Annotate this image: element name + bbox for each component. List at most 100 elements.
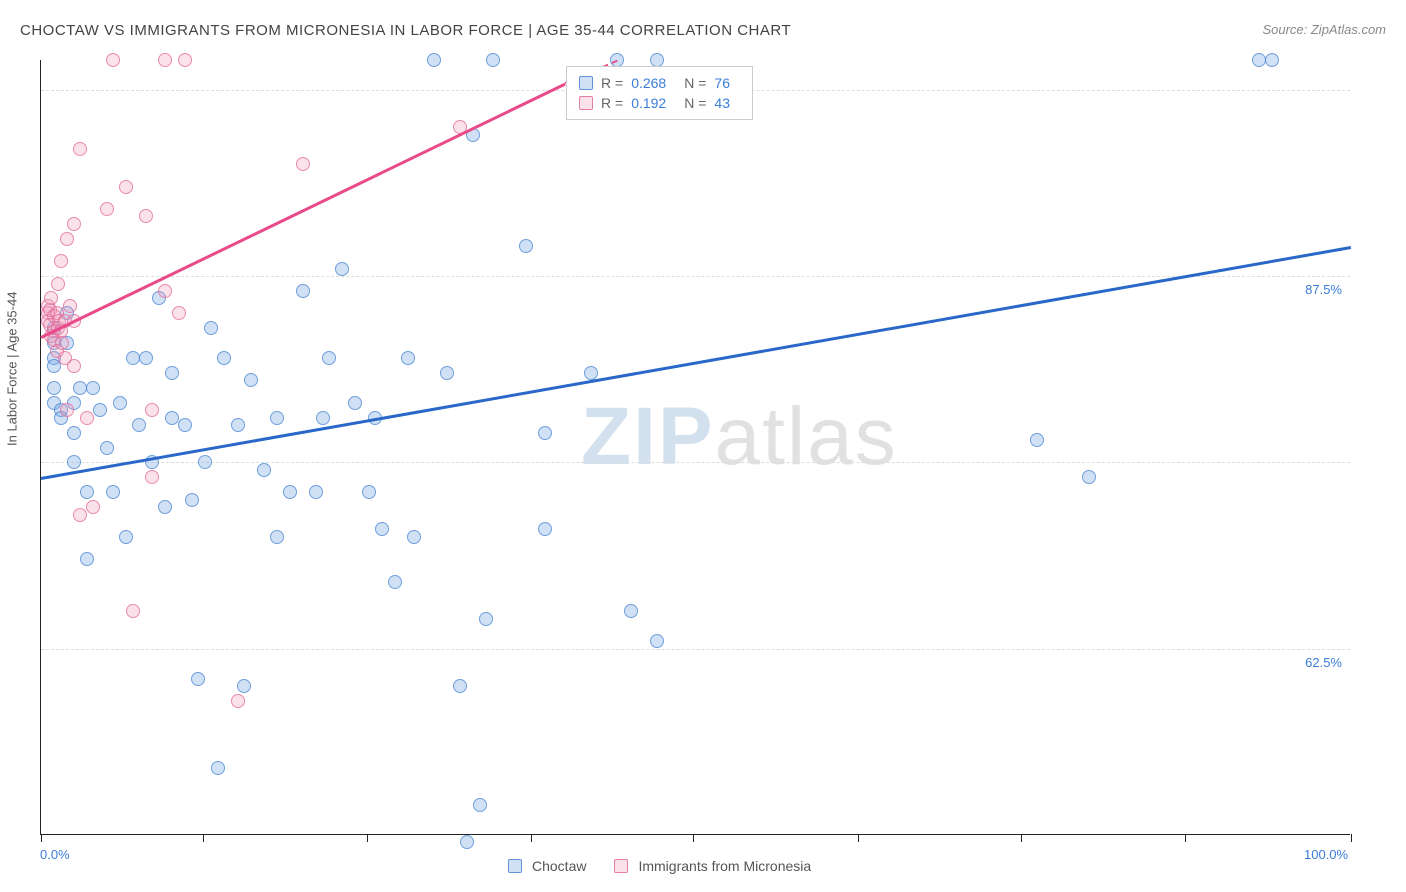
legend-r-label: R =: [601, 75, 623, 91]
data-point: [362, 485, 376, 499]
data-point: [650, 53, 664, 67]
plot-area: ZIPatlas 62.5% 87.5%: [40, 60, 1350, 835]
data-point: [80, 411, 94, 425]
data-point: [460, 835, 474, 849]
y-tick-label: 87.5%: [1305, 282, 1342, 297]
legend-row: R =0.268N =76: [579, 73, 740, 93]
data-point: [479, 612, 493, 626]
x-tick: [693, 834, 694, 842]
series-legend: Choctaw Immigrants from Micronesia: [508, 858, 829, 874]
data-point: [211, 761, 225, 775]
x-tick: [531, 834, 532, 842]
data-point: [113, 396, 127, 410]
data-point: [1252, 53, 1266, 67]
data-point: [388, 575, 402, 589]
legend-n-value: 43: [714, 95, 730, 111]
data-point: [126, 351, 140, 365]
data-point: [100, 202, 114, 216]
data-point: [139, 209, 153, 223]
data-point: [73, 508, 87, 522]
data-point: [165, 411, 179, 425]
data-point: [296, 157, 310, 171]
data-point: [165, 366, 179, 380]
data-point: [473, 798, 487, 812]
data-point: [538, 522, 552, 536]
data-point: [244, 373, 258, 387]
data-point: [440, 366, 454, 380]
legend-r-value: 0.192: [631, 95, 666, 111]
x-tick: [367, 834, 368, 842]
gridline-h: [41, 649, 1350, 650]
data-point: [316, 411, 330, 425]
data-point: [158, 53, 172, 67]
data-point: [519, 239, 533, 253]
data-point: [401, 351, 415, 365]
data-point: [80, 485, 94, 499]
source-label: Source: ZipAtlas.com: [1262, 22, 1386, 37]
data-point: [119, 180, 133, 194]
data-point: [51, 277, 65, 291]
x-tick-label: 0.0%: [40, 847, 70, 862]
legend-n-label: N =: [684, 75, 706, 91]
data-point: [67, 359, 81, 373]
gridline-h: [41, 462, 1350, 463]
trend-line: [41, 246, 1351, 479]
data-point: [1082, 470, 1096, 484]
legend-series-label: Choctaw: [532, 858, 586, 874]
data-point: [427, 53, 441, 67]
data-point: [296, 284, 310, 298]
data-point: [270, 530, 284, 544]
data-point: [624, 604, 638, 618]
data-point: [172, 306, 186, 320]
chart-title: CHOCTAW VS IMMIGRANTS FROM MICRONESIA IN…: [20, 22, 791, 39]
data-point: [204, 321, 218, 335]
legend-series-label: Immigrants from Micronesia: [638, 858, 811, 874]
y-axis-label: In Labor Force | Age 35-44: [5, 292, 20, 446]
data-point: [453, 679, 467, 693]
x-tick-label: 100.0%: [1304, 847, 1348, 862]
data-point: [86, 381, 100, 395]
legend-swatch: [579, 76, 593, 90]
trend-line: [40, 82, 565, 338]
gridline-h: [41, 276, 1350, 277]
data-point: [106, 53, 120, 67]
data-point: [322, 351, 336, 365]
data-point: [93, 403, 107, 417]
data-point: [270, 411, 284, 425]
data-point: [73, 381, 87, 395]
data-point: [145, 403, 159, 417]
data-point: [63, 299, 77, 313]
y-tick-label: 62.5%: [1305, 655, 1342, 670]
data-point: [126, 604, 140, 618]
data-point: [375, 522, 389, 536]
data-point: [132, 418, 146, 432]
data-point: [55, 336, 69, 350]
watermark: ZIPatlas: [581, 390, 898, 484]
data-point: [538, 426, 552, 440]
legend-n-value: 76: [714, 75, 730, 91]
legend-swatch: [614, 859, 628, 873]
data-point: [158, 500, 172, 514]
legend-row: R =0.192N =43: [579, 93, 740, 113]
data-point: [1030, 433, 1044, 447]
data-point: [73, 142, 87, 156]
data-point: [650, 634, 664, 648]
data-point: [231, 418, 245, 432]
data-point: [198, 455, 212, 469]
x-tick: [1351, 834, 1352, 842]
x-tick: [858, 834, 859, 842]
data-point: [335, 262, 349, 276]
data-point: [1265, 53, 1279, 67]
data-point: [44, 291, 58, 305]
data-point: [86, 500, 100, 514]
data-point: [67, 217, 81, 231]
data-point: [237, 679, 251, 693]
data-point: [584, 366, 598, 380]
data-point: [257, 463, 271, 477]
x-tick: [1185, 834, 1186, 842]
x-tick: [41, 834, 42, 842]
data-point: [185, 493, 199, 507]
data-point: [145, 470, 159, 484]
data-point: [106, 485, 120, 499]
x-tick: [1021, 834, 1022, 842]
